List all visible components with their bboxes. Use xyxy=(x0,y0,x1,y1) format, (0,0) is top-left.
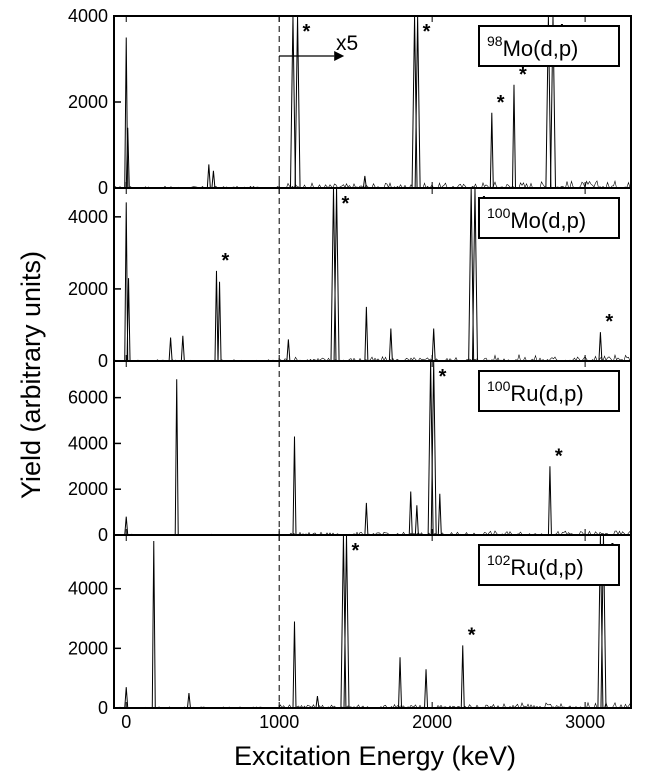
spectrum-peak xyxy=(124,202,129,362)
spectrum-peak xyxy=(289,15,296,189)
spectrum-peak xyxy=(398,657,403,709)
reaction-label-box xyxy=(478,197,620,239)
spectrum-peak xyxy=(431,328,436,362)
spectrum-peak xyxy=(315,696,320,709)
spectrum-peak xyxy=(388,328,393,362)
reaction-name: Ru(d,p) xyxy=(510,381,583,406)
reaction-mass-number: 100 xyxy=(487,205,511,221)
peak-star-marker: * xyxy=(555,445,563,467)
panel-frame xyxy=(113,534,632,709)
reaction-label-box xyxy=(478,25,620,67)
spectrum-peak xyxy=(180,335,185,362)
x-tick-label: 3000 xyxy=(565,712,605,732)
spectrum-peak xyxy=(489,112,494,189)
peak-star-marker: * xyxy=(342,193,350,215)
spectrum-peak xyxy=(206,164,211,189)
spectrum-peak xyxy=(294,15,301,189)
spectrum-peak xyxy=(174,379,179,536)
spectrum-peak xyxy=(471,187,478,362)
reaction-label-box xyxy=(478,370,620,412)
peak-star-marker: * xyxy=(519,64,527,86)
spectrum-peak xyxy=(460,645,465,709)
reaction-mass-number: 98 xyxy=(487,33,503,49)
y-axis-title: Yield (arbitrary units) xyxy=(16,251,46,499)
spectrum-peak xyxy=(364,502,369,536)
spectrum-peak xyxy=(511,84,516,189)
y-tick-label: 0 xyxy=(98,698,108,718)
reaction-mass-number: 100 xyxy=(487,378,511,394)
spectrum-peak xyxy=(437,493,442,536)
peak-star-marker: * xyxy=(605,311,613,333)
y-tick-label: 4000 xyxy=(68,207,108,227)
spectrum-peak xyxy=(408,491,413,536)
y-tick-label: 4000 xyxy=(68,579,108,599)
spectrum-peak xyxy=(124,687,129,709)
scale-arrow-head xyxy=(334,51,345,61)
panels-group: *****02000400098Mo(d,p)****020004000100M… xyxy=(68,6,632,718)
peak-star-marker: * xyxy=(497,92,505,114)
peak-star-marker: * xyxy=(468,624,476,646)
spectrum-peak xyxy=(126,278,131,362)
spectrum-peak xyxy=(333,187,340,362)
reaction-name: Mo(d,p) xyxy=(503,36,579,61)
spectrum-peak xyxy=(430,360,437,536)
y-tick-label: 2000 xyxy=(68,479,108,499)
x-tick-label: 2000 xyxy=(412,712,452,732)
x-tick-label: 1000 xyxy=(259,712,299,732)
y-tick-label: 2000 xyxy=(68,92,108,112)
reaction-name: Mo(d,p) xyxy=(510,208,586,233)
y-tick-label: 2000 xyxy=(68,279,108,299)
spectrum-peak xyxy=(125,127,130,189)
spectrum-peak xyxy=(414,505,419,536)
spectrum-peak xyxy=(186,693,191,709)
peak-star-marker: * xyxy=(439,366,447,388)
y-tick-label: 4000 xyxy=(68,433,108,453)
spectrum-peak xyxy=(292,436,297,536)
y-tick-label: 4000 xyxy=(68,6,108,26)
y-tick-label: 2000 xyxy=(68,638,108,658)
spectrum-peak xyxy=(598,332,603,362)
spectrum-peak xyxy=(151,540,156,709)
y-tick-label: 0 xyxy=(98,351,108,371)
peak-star-marker: * xyxy=(303,21,311,43)
x-axis-title: Excitation Energy (keV) xyxy=(234,741,516,771)
spectrum-peak xyxy=(124,516,129,536)
spectrum-panel: * * 0 2000 4000 6000 100Ru(d,p) xyxy=(68,360,632,545)
reaction-name: Ru(d,p) xyxy=(510,555,583,580)
reaction-mass-number: 102 xyxy=(487,552,511,568)
spectrum-peak xyxy=(292,621,297,709)
spectrum-peak xyxy=(168,337,173,362)
reaction-label: 98Mo(d,p) xyxy=(487,33,578,61)
reaction-label: 100Mo(d,p) xyxy=(487,205,586,233)
y-tick-label: 6000 xyxy=(68,388,108,408)
peak-star-marker: * xyxy=(351,540,359,562)
spectrum-peak xyxy=(364,306,369,362)
y-tick-label: 0 xyxy=(98,525,108,545)
x-tick-labels: 0 1000 2000 3000 xyxy=(121,712,605,732)
spectrum-peak xyxy=(362,175,367,189)
peak-star-marker: * xyxy=(423,21,431,43)
spectrum-peak xyxy=(211,170,216,189)
spectrum-peak xyxy=(547,466,552,536)
spectrum-peak xyxy=(424,669,429,709)
spectrum-noise-trace xyxy=(113,179,631,190)
spectrum-peak xyxy=(343,534,350,709)
spectrum-peak xyxy=(414,15,421,189)
reaction-label: 102Ru(d,p) xyxy=(487,552,584,580)
spectrum-peak xyxy=(217,281,222,362)
reaction-label: 100Ru(d,p) xyxy=(487,378,584,406)
spectrum-peak xyxy=(214,270,219,362)
y-tick-label: 0 xyxy=(98,178,108,198)
x-tick-label: 0 xyxy=(121,712,131,732)
reaction-label-box xyxy=(478,544,620,586)
spectrum-peak xyxy=(286,339,291,362)
peak-star-marker: * xyxy=(221,250,229,272)
scale-annotation: x5 xyxy=(336,32,358,55)
